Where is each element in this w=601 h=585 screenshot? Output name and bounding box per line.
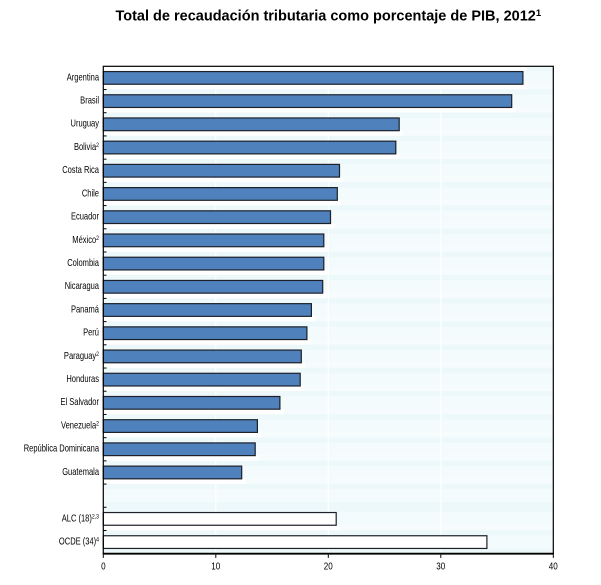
svg-text:Costa Rica: Costa Rica — [62, 164, 99, 175]
svg-text:Chile: Chile — [82, 187, 99, 198]
svg-text:República Dominicana: República Dominicana — [24, 443, 99, 454]
svg-text:Colombia: Colombia — [67, 257, 99, 268]
svg-text:OCDE (34)4: OCDE (34)4 — [59, 536, 100, 547]
svg-text:Total de recaudación tributari: Total de recaudación tributaria como por… — [115, 8, 541, 25]
svg-text:Argentina: Argentina — [67, 71, 99, 82]
svg-text:Perú: Perú — [83, 327, 99, 338]
svg-text:ALC (18)2,3: ALC (18)2,3 — [62, 512, 100, 523]
svg-text:México2: México2 — [72, 234, 99, 245]
svg-text:10: 10 — [211, 560, 220, 571]
svg-text:Guatemala: Guatemala — [62, 466, 99, 477]
svg-text:Venezuela2: Venezuela2 — [61, 420, 99, 431]
svg-text:El Salvador: El Salvador — [61, 396, 100, 407]
svg-text:Honduras: Honduras — [66, 373, 99, 384]
svg-text:Paraguay2: Paraguay2 — [64, 350, 99, 361]
svg-text:Ecuador: Ecuador — [71, 211, 99, 222]
svg-text:Bolivia2: Bolivia2 — [74, 141, 99, 152]
svg-text:40: 40 — [549, 560, 558, 571]
svg-text:20: 20 — [324, 560, 333, 571]
svg-text:0: 0 — [101, 560, 105, 571]
svg-text:Uruguay: Uruguay — [71, 118, 100, 129]
svg-text:Brasil: Brasil — [80, 95, 99, 106]
svg-text:Nicaragua: Nicaragua — [65, 280, 99, 291]
svg-text:30: 30 — [436, 560, 445, 571]
svg-text:Panamá: Panamá — [71, 303, 99, 314]
